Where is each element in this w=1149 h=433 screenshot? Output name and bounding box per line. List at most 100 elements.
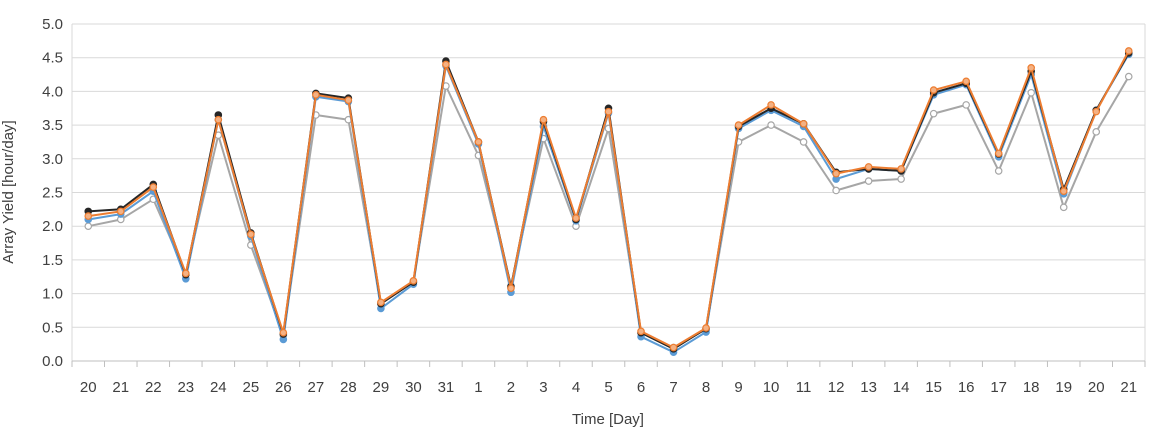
data-point <box>994 149 1003 158</box>
series-4 <box>84 47 1133 352</box>
data-point <box>767 121 775 129</box>
axes <box>71 24 1146 367</box>
data-point <box>799 119 808 128</box>
series-group <box>84 47 1133 357</box>
data-point <box>637 327 645 336</box>
data-point <box>279 328 288 337</box>
data-point <box>929 86 938 94</box>
data-point <box>84 222 93 231</box>
data-point <box>864 177 873 185</box>
data-point <box>214 115 223 124</box>
x-tick-label: 29 <box>373 379 390 396</box>
x-tick-label: 12 <box>828 379 845 396</box>
y-tick-label: 0.0 <box>42 353 63 370</box>
x-tick-label: 23 <box>177 379 194 396</box>
series-line <box>88 50 1130 349</box>
data-point <box>1124 47 1133 55</box>
x-tick-label: 17 <box>990 379 1007 396</box>
data-point <box>604 107 613 116</box>
data-point <box>702 324 710 332</box>
data-point <box>962 77 970 86</box>
data-point <box>1059 187 1068 195</box>
data-point <box>832 186 840 195</box>
x-tick-label: 26 <box>275 379 292 396</box>
data-point <box>539 115 548 124</box>
y-tick-label: 5.0 <box>42 16 63 33</box>
data-point <box>474 138 483 146</box>
x-tick-label: 8 <box>702 379 710 396</box>
x-tick-label: 7 <box>669 379 677 396</box>
y-tick-label: 1.5 <box>42 252 63 269</box>
x-tick-label: 9 <box>734 379 742 396</box>
x-tick-label: 2 <box>507 379 515 396</box>
data-point <box>182 269 190 278</box>
data-point <box>409 276 418 285</box>
x-tick-label: 21 <box>1120 379 1137 396</box>
data-point <box>149 183 158 191</box>
x-tick-label: 3 <box>539 379 547 396</box>
x-tick-label: 19 <box>1055 379 1072 396</box>
data-point <box>1027 88 1035 97</box>
x-tick-label: 5 <box>604 379 612 396</box>
x-tick-label: 30 <box>405 379 422 396</box>
data-point <box>116 207 125 216</box>
x-tick-label: 13 <box>860 379 877 396</box>
y-tick-label: 2.5 <box>42 185 63 202</box>
data-point <box>994 167 1003 175</box>
x-tick-label: 11 <box>796 379 812 396</box>
data-point <box>1027 64 1035 72</box>
x-tick-label: 31 <box>438 379 455 396</box>
data-point <box>897 175 905 183</box>
gridlines <box>72 23 1145 328</box>
y-axis-title: Array Yield [hour/day] <box>0 120 17 263</box>
data-point <box>247 230 255 239</box>
y-tick-label: 0.5 <box>42 319 63 336</box>
data-point <box>507 284 515 293</box>
x-tick-label: 28 <box>340 379 357 396</box>
x-tick-label: 20 <box>80 379 97 396</box>
y-tick-label: 4.0 <box>42 83 63 100</box>
x-tick-label: 10 <box>763 379 780 396</box>
data-point <box>442 60 450 69</box>
x-tick-label: 22 <box>145 379 162 396</box>
x-tick-label: 18 <box>1023 379 1040 396</box>
data-point <box>1092 107 1101 116</box>
data-point <box>897 165 905 173</box>
x-tick-label: 27 <box>308 379 325 396</box>
data-point <box>799 138 808 146</box>
y-tick-labels: 0.0 0.5 1.0 1.5 2.0 2.5 3.0 3.5 4.0 4.5 5.0 <box>42 16 63 370</box>
data-point <box>1092 128 1101 136</box>
y-tick-label: 4.5 <box>42 50 63 67</box>
y-tick-label: 1.0 <box>42 286 63 303</box>
x-tick-label: 1 <box>474 379 482 396</box>
x-tick-label: 4 <box>572 379 580 396</box>
data-point <box>1059 203 1068 212</box>
x-tick-label: 20 <box>1088 379 1105 396</box>
data-point <box>312 90 320 99</box>
data-point <box>767 101 775 109</box>
x-tick-label: 21 <box>112 379 129 396</box>
data-point <box>344 96 353 104</box>
x-tick-label: 15 <box>925 379 942 396</box>
x-tick-labels: 20 21 22 23 24 25 26 27 28 29 30 31 1 2 3 4 5 6 7 8 9 10 11 12 1… <box>80 379 1137 396</box>
data-point <box>669 343 678 352</box>
data-point <box>572 214 580 222</box>
data-point <box>1124 72 1133 81</box>
y-tick-label: 3.0 <box>42 151 63 168</box>
data-point <box>864 163 873 171</box>
data-point <box>962 101 970 109</box>
y-tick-label: 2.0 <box>42 218 63 235</box>
x-tick-label: 14 <box>893 379 910 396</box>
data-point <box>832 169 840 178</box>
x-tick-label: 25 <box>242 379 259 396</box>
data-point <box>929 109 938 118</box>
data-point <box>84 212 93 220</box>
data-point <box>377 298 385 307</box>
x-tick-label: 6 <box>637 379 645 396</box>
x-axis-title: Time [Day] <box>572 411 644 428</box>
x-tick-label: 16 <box>958 379 975 396</box>
data-point <box>734 121 743 129</box>
y-tick-label: 3.5 <box>42 117 63 134</box>
x-tick-label: 24 <box>210 379 227 396</box>
